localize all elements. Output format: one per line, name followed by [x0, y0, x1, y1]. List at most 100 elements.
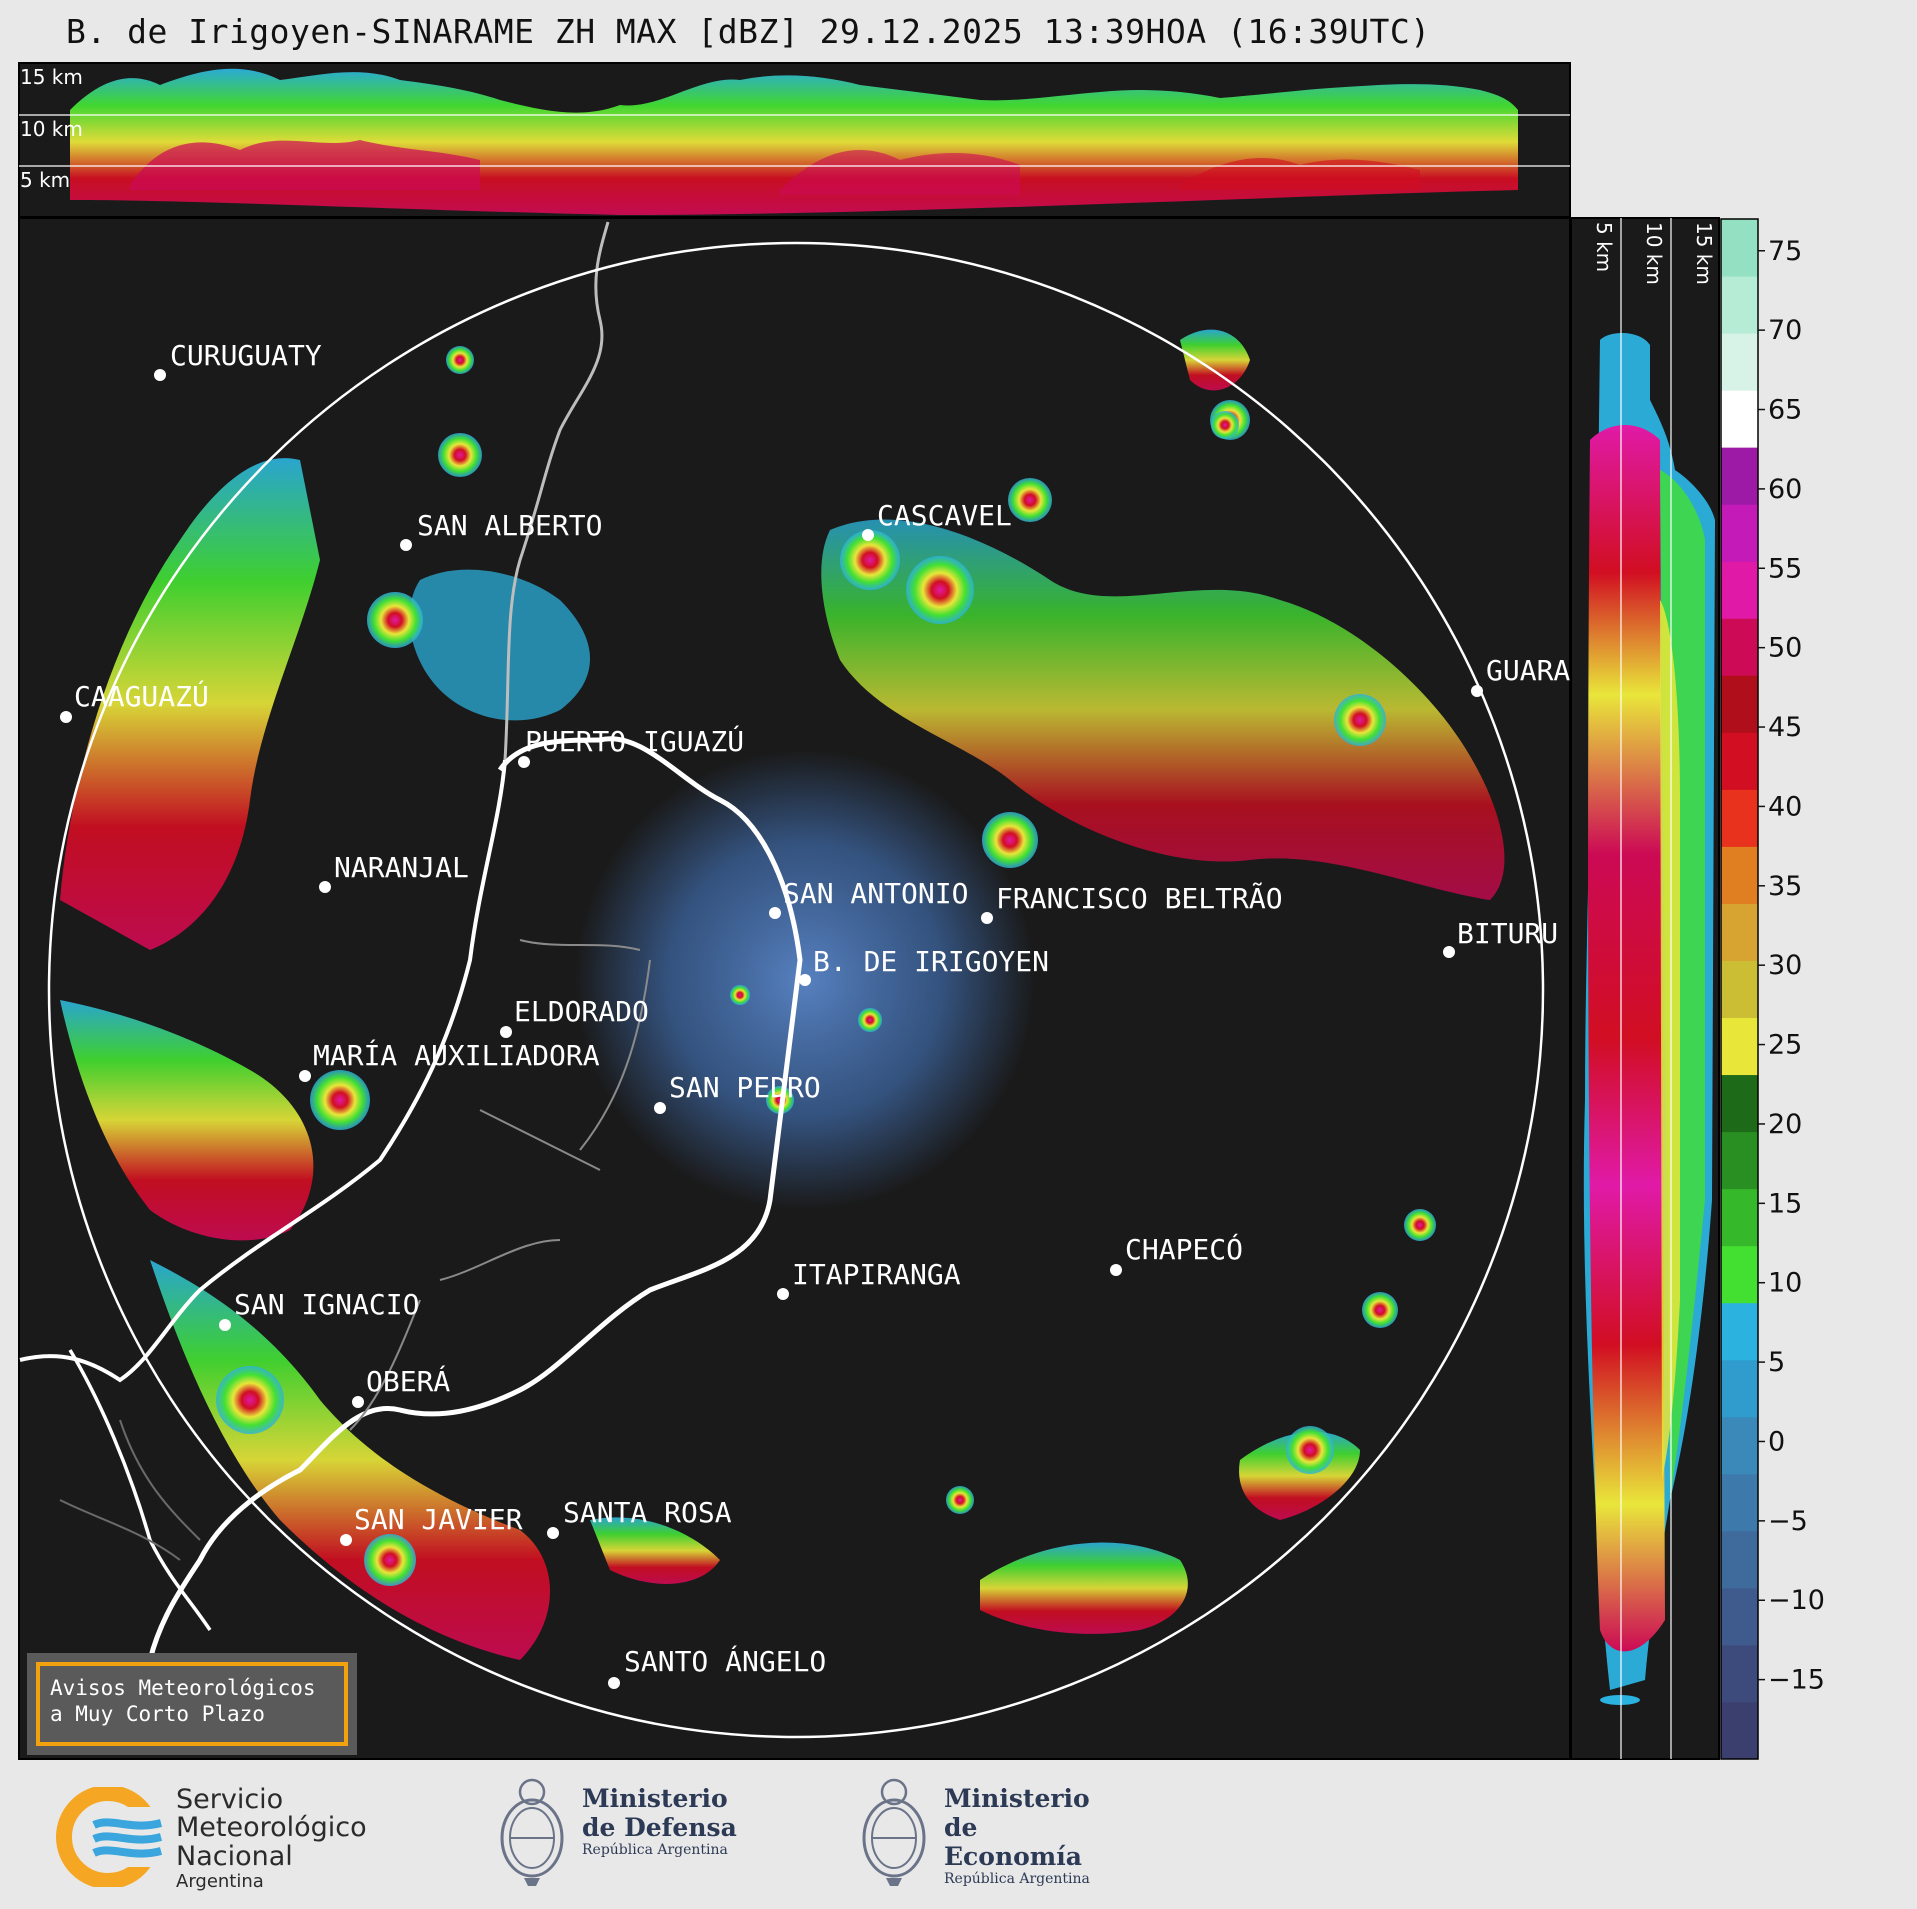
economia-line-2: de Economía	[944, 1813, 1082, 1871]
colorbar-segment	[1721, 390, 1758, 448]
place-label-eldorado: ELDORADO	[514, 995, 649, 1028]
colorbar-tick-label: 65	[1768, 395, 1802, 426]
place-marker	[340, 1534, 352, 1546]
place-label-san-pedro: SAN PEDRO	[669, 1071, 821, 1104]
colorbar-segment	[1721, 1245, 1758, 1304]
defensa-logo: Ministerio de Defensa República Argentin…	[494, 1770, 754, 1900]
place-marker	[400, 539, 412, 551]
colorbar-tick-label: 25	[1768, 1030, 1802, 1061]
colorbar-segment	[1721, 1587, 1758, 1646]
radar-site-marker	[799, 974, 811, 986]
place-label-guarapuava: GUARA	[1486, 654, 1570, 687]
colorbar-tick-label: −5	[1768, 1506, 1808, 1537]
place-label-san-alberto: SAN ALBERTO	[417, 509, 602, 542]
warning-line-1: Avisos Meteorológicos	[50, 1676, 316, 1700]
place-label-santo-angelo: SANTO ÁNGELO	[624, 1644, 826, 1678]
colorbar-tick-label: 55	[1768, 553, 1802, 584]
place-label-san-ignacio: SAN IGNACIO	[234, 1288, 419, 1321]
echo-regions	[60, 329, 1505, 1660]
coat-of-arms-icon	[862, 1778, 926, 1886]
place-marker	[654, 1102, 666, 1114]
colorbar-tick-label: 0	[1768, 1426, 1785, 1457]
top-height-label-15: 15 km	[20, 65, 83, 89]
top-echo-band	[70, 68, 1518, 215]
colorbar-segment	[1721, 1017, 1758, 1076]
place-marker	[1110, 1264, 1122, 1276]
colorbar-segment	[1721, 732, 1758, 790]
colorbar-tick-label: 5	[1768, 1347, 1785, 1378]
place-label-maria-auxiliadora: MARÍA AUXILIADORA	[313, 1038, 600, 1072]
colorbar-tick-label: 15	[1768, 1188, 1802, 1219]
borders	[19, 221, 803, 1661]
place-marker	[352, 1396, 364, 1408]
place-marker	[1443, 946, 1455, 958]
place-label-curuguaty: CURUGUATY	[170, 339, 322, 372]
place-marker	[777, 1288, 789, 1300]
colorbar-tick-label: −15	[1768, 1665, 1825, 1696]
colorbar-segment	[1721, 675, 1758, 733]
smn-line-1: Servicio	[176, 1784, 284, 1815]
footer-logos: Servicio Meteorológico Nacional Argentin…	[0, 1760, 1917, 1909]
place-label-puerto-iguazu: PUERTO IGUAZÚ	[525, 724, 744, 758]
smn-logo-icon	[56, 1787, 166, 1887]
colorbar-tick-label: 60	[1768, 474, 1802, 505]
page-title: B. de Irigoyen-SINARAME ZH MAX [dBZ] 29.…	[66, 12, 1431, 51]
place-label-bituruna: BITURU	[1457, 917, 1558, 950]
colorbar-segment	[1721, 561, 1758, 619]
defensa-line-3: República Argentina	[582, 1842, 728, 1858]
warning-badge-frame: Avisos Meteorológicos a Muy Corto Plazo	[36, 1662, 348, 1746]
colorbar-segment	[1721, 1131, 1758, 1190]
place-label-san-antonio: SAN ANTONIO	[783, 877, 968, 910]
colorbar-segment	[1721, 504, 1758, 562]
top-height-label-10: 10 km	[20, 117, 83, 141]
place-marker	[219, 1319, 231, 1331]
place-marker	[154, 369, 166, 381]
colorbar-tick-label: 10	[1768, 1268, 1802, 1299]
defensa-line-2: de Defensa	[582, 1813, 737, 1842]
colorbar-segment	[1721, 1644, 1758, 1703]
place-marker	[769, 907, 781, 919]
place-marker	[1471, 685, 1483, 697]
place-marker	[981, 912, 993, 924]
colorbar-segment	[1721, 1416, 1758, 1475]
side-height-label-10: 10 km	[1642, 222, 1666, 285]
place-label-obera: OBERÁ	[366, 1364, 450, 1398]
place-label-itapiranga: ITAPIRANGA	[792, 1258, 961, 1291]
economia-line-3: República Argentina	[944, 1871, 1090, 1887]
place-markers: CURUGUATY SAN ALBERTO CAAGUAZÚ CASCAVEL …	[60, 339, 1570, 1689]
place-label-b-de-irigoyen: B. DE IRIGOYEN	[813, 945, 1049, 978]
range-ring	[47, 241, 1545, 1739]
place-marker	[319, 881, 331, 893]
colorbar-segment	[1721, 1074, 1758, 1133]
place-label-santa-rosa: SANTA ROSA	[563, 1496, 732, 1529]
coat-of-arms-icon	[500, 1778, 564, 1886]
place-marker	[60, 711, 72, 723]
side-height-label-15: 15 km	[1692, 222, 1716, 285]
economia-line-1: Ministerio	[944, 1784, 1090, 1813]
defensa-line-1: Ministerio	[582, 1784, 728, 1813]
smn-line-3: Nacional	[176, 1840, 293, 1872]
place-marker	[500, 1026, 512, 1038]
colorbar-segment	[1721, 1473, 1758, 1532]
side-cross-section: 5 km 10 km 15 km	[1570, 217, 1720, 1760]
colorbar-tick-label: 20	[1768, 1109, 1802, 1140]
colorbar-segment	[1721, 447, 1758, 505]
place-label-naranjal: NARANJAL	[334, 851, 469, 884]
warning-badge[interactable]: Avisos Meteorológicos a Muy Corto Plazo	[27, 1653, 357, 1755]
colorbar-segment	[1721, 1530, 1758, 1589]
side-height-label-5: 5 km	[1592, 222, 1616, 272]
place-label-san-javier: SAN JAVIER	[354, 1503, 523, 1536]
colorbar-segment	[1721, 903, 1758, 961]
colorbar-frame	[1720, 218, 1759, 1760]
colorbar-segment	[1721, 219, 1758, 277]
colorbar-segment	[1721, 276, 1758, 334]
place-label-chapeco: CHAPECÓ	[1125, 1232, 1243, 1266]
place-marker	[862, 529, 874, 541]
place-marker	[608, 1677, 620, 1689]
place-label-cascavel: CASCAVEL	[877, 499, 1012, 532]
top-cross-section: 15 km 10 km 5 km	[18, 62, 1571, 218]
storm-cells	[216, 346, 1436, 1586]
